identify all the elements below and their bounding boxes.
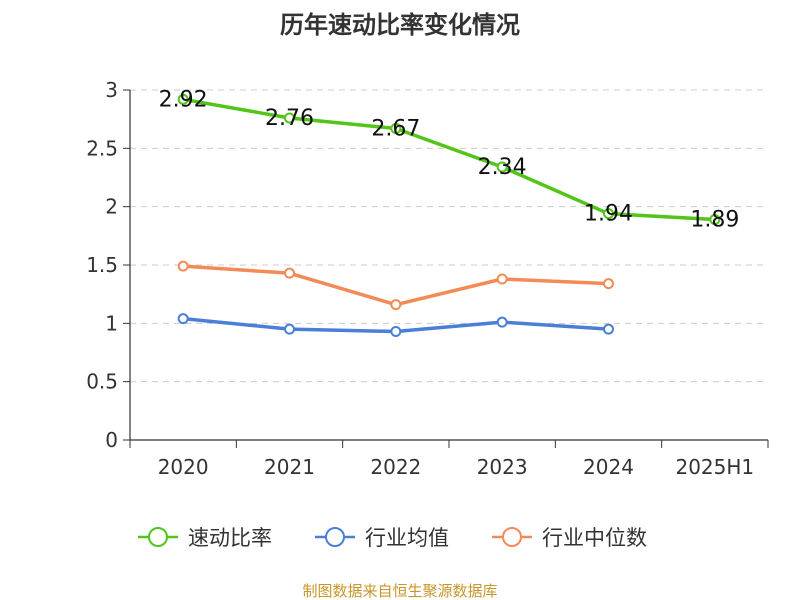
series-3-point [177, 260, 189, 272]
series-3-point [284, 267, 295, 279]
legend-label: 行业均值 [365, 526, 449, 550]
y-tick-label: 2.5 [86, 136, 118, 160]
legend-item-3: 行业中位数 [492, 526, 647, 550]
grid-lines [130, 89, 768, 383]
series-1-point [603, 208, 614, 220]
series-2-point [603, 323, 614, 335]
series-3-point [496, 273, 508, 285]
series-2-point [496, 316, 508, 328]
x-tick-label: 2023 [477, 455, 528, 479]
x-tick-label: 2025H1 [675, 455, 754, 479]
x-tick-label: 2021 [264, 455, 315, 479]
series-1-data-label: 1.89 [690, 208, 739, 233]
y-tick-label: 2 [105, 195, 118, 219]
series-2-point [284, 323, 295, 335]
x-tick-label: 2022 [370, 455, 421, 479]
series-1-data-label: 2.92 [159, 87, 208, 112]
chart-title: 历年速动比率变化情况 [280, 11, 520, 39]
series-1-data-label: 2.67 [371, 117, 420, 142]
legend-marker [148, 527, 168, 547]
x-tick-label: 2024 [583, 455, 634, 479]
legend-item-1: 速动比率 [138, 526, 272, 550]
series-2-point [390, 326, 402, 337]
series-1-data-label: 1.94 [584, 202, 633, 227]
legend-item-2: 行业均值 [315, 526, 449, 550]
y-tick-label: 1.5 [86, 253, 118, 277]
legend-label: 行业中位数 [542, 526, 647, 550]
legend-label: 速动比率 [188, 526, 272, 550]
series-3-point [603, 278, 614, 290]
series-1-data-label: 2.76 [265, 106, 314, 131]
legend: 速动比率 行业均值 行业中位数 [138, 526, 647, 550]
axes: 0 0.5 1 1.5 2 2.5 3 2020 2021 2022 2023 2024 2025H1 [86, 78, 769, 479]
series-1-data-label: 2.34 [478, 155, 527, 180]
source-footer: 制图数据来自恒生聚源数据库 [302, 582, 497, 600]
y-tick-label: 1 [105, 311, 118, 335]
legend-marker [502, 527, 522, 547]
series-1-line [181, 97, 717, 222]
y-tick-label: 0.5 [86, 370, 118, 394]
series-1-point [496, 161, 508, 173]
y-tick-label: 3 [105, 78, 118, 102]
series-3-line [181, 264, 611, 307]
legend-marker [325, 527, 345, 547]
series-1-point [709, 214, 721, 225]
series-2-point [177, 313, 189, 325]
series-1-point [177, 93, 189, 105]
x-tick-label: 2020 [158, 455, 209, 479]
series-1-point [284, 112, 295, 124]
y-tick-label: 0 [105, 428, 118, 452]
series-1-point [390, 123, 402, 134]
series-3-point [390, 299, 402, 311]
series-layer: 2.92 2.76 2.67 2.34 1.94 1.89 [159, 87, 739, 337]
